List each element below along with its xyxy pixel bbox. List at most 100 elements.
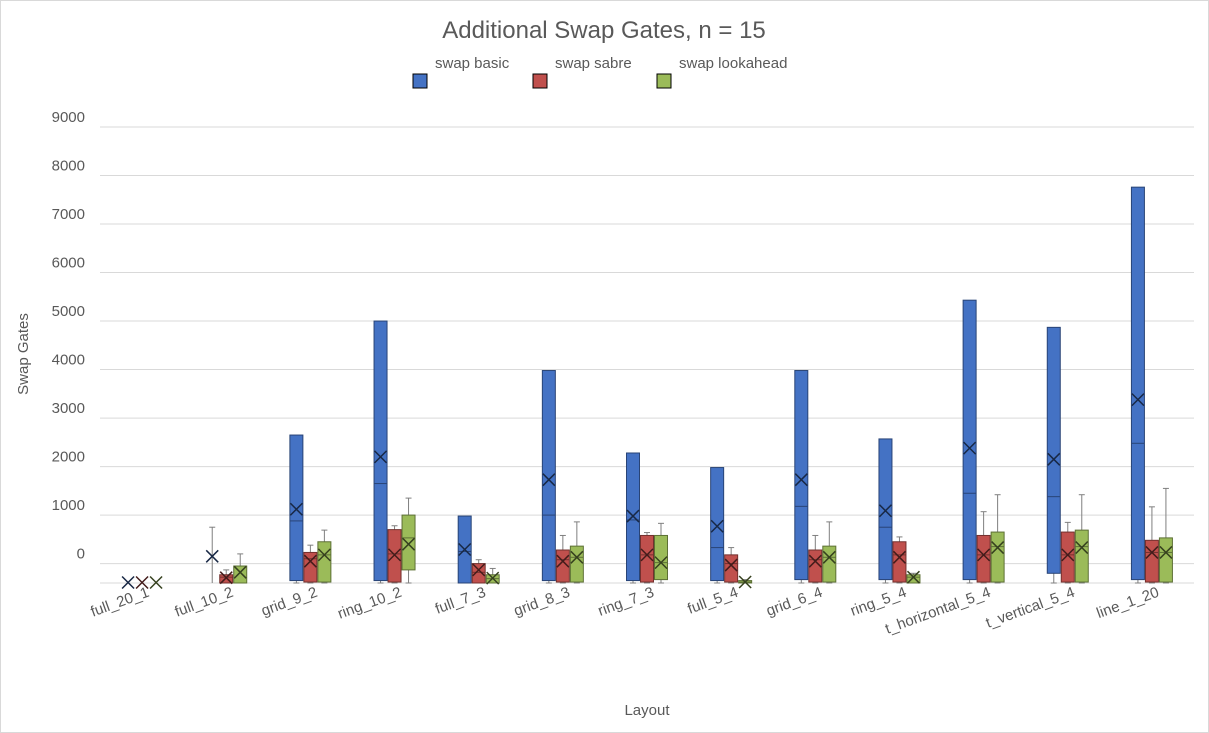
y-tick-9000: 9000 [52,109,85,126]
legend-swatch-1 [532,73,548,89]
box-body [640,534,654,583]
box-body [303,551,318,583]
mean-marker [906,570,920,584]
legend-label-2: swap lookahead [679,55,787,72]
mean-marker [640,548,654,562]
box-1-9 [892,536,907,584]
mean-marker [1075,541,1089,555]
legend-swatch-2 [656,73,672,89]
mean-marker [458,542,472,557]
mean-marker [472,563,486,577]
box-1-7 [724,547,739,584]
box-0-7 [710,467,725,584]
box-2-4 [485,567,500,585]
x-category-5: grid_8_3 [512,584,573,620]
box-0-0 [121,575,135,590]
box-1-0 [135,575,149,590]
legend-swatch-0 [412,73,428,89]
box-body [976,534,991,583]
y-axis-ticks: 0 1000 2000 3000 4000 5000 6000 7000 8000 9000 [52,109,85,563]
mean-marker [977,548,991,562]
box-2-6 [654,522,668,584]
mean-marker [878,504,892,518]
box-body [1158,537,1173,583]
box-body [990,531,1005,583]
box-body [219,574,234,584]
box-0-11 [1046,326,1061,584]
box-2-11 [1074,494,1089,584]
x-category-6: ring_7_3 [596,584,657,620]
box-0-9 [878,438,893,584]
mean-marker [233,565,247,579]
box-1-4 [471,559,486,584]
series-0 [121,186,1145,590]
mean-marker [626,509,640,523]
mean-marker [822,550,836,564]
box-2-0 [149,575,163,590]
x-category-3: ring_10_2 [335,584,404,623]
mean-marker [710,519,724,533]
box-2-10 [990,494,1005,584]
legend-label-0: swap basic [435,55,510,72]
x-category-0: full_20_1 [88,584,151,621]
x-axis-categories: full_20_1 full_10_2 grid_9_2 ring_10_2 full_… [88,584,1161,638]
mean-marker [374,450,388,464]
y-tick-8000: 8000 [52,158,85,175]
box-body [724,554,739,583]
mean-marker [991,541,1005,555]
box-body [317,541,332,583]
box-body [1046,326,1061,574]
box-body [289,434,304,582]
box-body [878,438,893,581]
mean-marker [1047,452,1061,466]
y-tick-3000: 3000 [52,400,85,417]
y-tick-0: 0 [77,546,85,563]
y-tick-4000: 4000 [52,352,85,369]
mean-marker [1061,548,1075,562]
box-0-4 [457,515,472,584]
box-1-2 [303,544,318,584]
box-1-11 [1060,521,1075,584]
box-1-12 [1144,506,1159,584]
box-2-2 [317,529,332,584]
y-tick-2000: 2000 [52,449,85,466]
box-body [373,320,388,582]
y-tick-1000: 1000 [52,497,85,514]
mean-marker [317,548,331,562]
mean-marker [1131,393,1145,407]
mean-marker [542,473,556,487]
box-2-12 [1158,487,1173,584]
x-category-2: grid_9_2 [259,584,320,620]
box-body [962,299,977,581]
mean-marker [388,548,402,562]
box-0-10 [962,299,977,584]
box-body [654,534,668,581]
x-category-1: full_10_2 [173,584,236,621]
mean-marker [1145,545,1159,559]
box-1-10 [976,511,991,584]
mean-marker [219,571,233,585]
box-2-3 [401,497,416,584]
box-0-8 [794,370,809,584]
mean-marker [402,537,416,551]
mean-marker [289,502,303,516]
box-body [710,467,725,582]
box-body [794,370,809,581]
box-1-6 [640,532,654,584]
box-1-1 [219,569,234,585]
mean-marker [556,554,570,568]
box-0-5 [541,370,556,584]
box-body [822,545,837,583]
box-1-5 [555,534,570,584]
mean-marker [486,571,500,585]
box-1-8 [808,534,823,584]
box-0-6 [626,452,640,584]
y-tick-7000: 7000 [52,206,85,223]
gridlines [100,126,1194,584]
series-1 [135,506,1159,590]
mean-marker [963,441,977,455]
mean-marker [738,575,752,589]
y-tick-5000: 5000 [52,303,85,320]
x-category-8: grid_6_4 [764,584,825,620]
